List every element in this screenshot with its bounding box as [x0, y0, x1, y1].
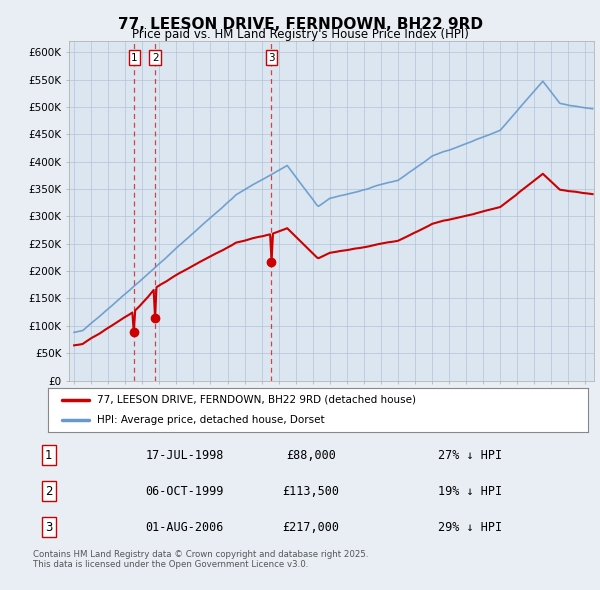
Text: £88,000: £88,000	[286, 448, 336, 461]
Text: 17-JUL-1998: 17-JUL-1998	[145, 448, 224, 461]
Text: HPI: Average price, detached house, Dorset: HPI: Average price, detached house, Dors…	[97, 415, 324, 425]
Text: 06-OCT-1999: 06-OCT-1999	[145, 484, 224, 498]
Text: 19% ↓ HPI: 19% ↓ HPI	[438, 484, 502, 498]
Text: 29% ↓ HPI: 29% ↓ HPI	[438, 521, 502, 534]
Text: £113,500: £113,500	[283, 484, 340, 498]
Text: 27% ↓ HPI: 27% ↓ HPI	[438, 448, 502, 461]
Text: 2: 2	[152, 53, 158, 63]
Text: 3: 3	[268, 53, 275, 63]
Text: 2: 2	[45, 484, 53, 498]
Text: 1: 1	[45, 448, 53, 461]
Text: 77, LEESON DRIVE, FERNDOWN, BH22 9RD (detached house): 77, LEESON DRIVE, FERNDOWN, BH22 9RD (de…	[97, 395, 416, 405]
Text: Contains HM Land Registry data © Crown copyright and database right 2025.
This d: Contains HM Land Registry data © Crown c…	[33, 550, 368, 569]
Text: 01-AUG-2006: 01-AUG-2006	[145, 521, 224, 534]
Text: £217,000: £217,000	[283, 521, 340, 534]
Text: 1: 1	[131, 53, 138, 63]
Text: 77, LEESON DRIVE, FERNDOWN, BH22 9RD: 77, LEESON DRIVE, FERNDOWN, BH22 9RD	[118, 17, 482, 31]
Text: Price paid vs. HM Land Registry's House Price Index (HPI): Price paid vs. HM Land Registry's House …	[131, 28, 469, 41]
Text: 3: 3	[45, 521, 53, 534]
